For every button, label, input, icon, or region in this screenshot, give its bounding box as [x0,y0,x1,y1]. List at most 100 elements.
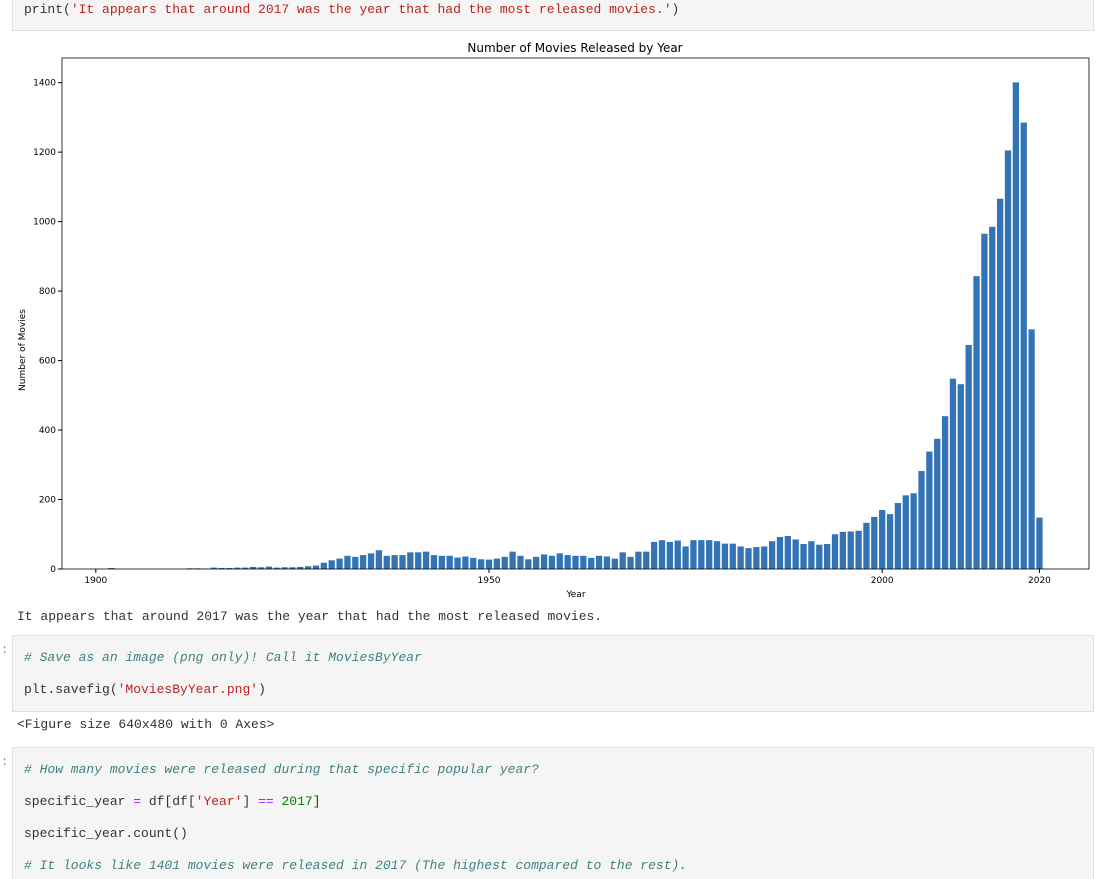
bar [792,539,799,569]
x-tick-label: 1950 [478,576,501,586]
code-token: == [258,794,274,809]
y-tick-label: 0 [50,565,56,575]
bar [926,451,933,569]
bar [297,566,304,569]
bar [965,344,972,569]
bar [218,567,225,569]
bar [210,567,217,569]
bar [941,416,949,569]
code-cell[interactable]: # Save as an image (png only)! Call it M… [12,635,1094,712]
bar [595,555,603,569]
code-line: # It looks like 1401 movies were release… [24,858,687,873]
bar [493,558,501,569]
bar [879,509,886,569]
bar [273,567,280,569]
bar [540,554,548,569]
code-token: plt.savefig( [24,682,118,697]
bar [289,567,296,569]
code-token: # Save as an image (png only)! Call it M… [24,650,422,665]
bar [533,556,540,569]
bar [470,557,477,569]
bar [871,516,878,569]
bar [934,438,941,569]
code-token: 2017 [273,794,313,809]
bar [430,555,438,569]
prompt: : [1,643,9,657]
bar [249,566,257,569]
chart: Number of Movies Released by Year Year N… [18,41,1090,600]
bar [643,551,650,569]
bar [344,555,351,569]
code-token: # How many movies were released during t… [24,762,539,777]
code-token: df[df[ [141,794,196,809]
bar [564,555,571,569]
bar [996,198,1004,569]
bar [336,558,343,569]
bar [611,558,618,569]
bar [446,555,453,569]
x-tick-label: 2000 [871,576,894,586]
bar [257,567,265,569]
code-token: 'It appears that around 2017 was the yea… [70,2,672,17]
bar [454,557,461,569]
bar [391,555,398,569]
bar [847,531,854,569]
bar [509,551,516,569]
bar [737,546,744,569]
bar [863,522,870,569]
bar [949,378,957,569]
bar [304,566,312,569]
code-cell[interactable]: print('It appears that around 2017 was t… [12,0,1094,31]
code-line: plt.savefig('MoviesByYear.png') [24,682,266,697]
bar [816,544,823,569]
bar [312,565,320,569]
chart-title: Number of Movies Released by Year [467,41,682,55]
bar [635,551,642,569]
bar [603,556,611,569]
bar [761,546,768,569]
code-token: ] [312,794,321,809]
bar [399,555,406,569]
prompt: : [1,755,9,769]
code-token: 'Year' [195,794,243,809]
bar [462,556,469,569]
x-tick-label: 2020 [1028,576,1051,586]
code-line: # How many movies were released during t… [24,762,539,777]
output-text: It appears that around 2017 was the year… [17,609,603,624]
bar [108,567,115,569]
bar [619,552,626,569]
bar [485,559,493,569]
bar [674,540,681,569]
code-cell[interactable]: # How many movies were released during t… [12,747,1094,879]
bar [745,548,752,569]
y-axis-label: Number of Movies [18,309,28,391]
bar [627,556,634,569]
bar [886,514,894,569]
bar [690,540,697,569]
bar [320,562,328,569]
bar [1020,122,1027,569]
bar [328,560,335,569]
bar [352,556,359,569]
bar [800,543,807,569]
code-token: = [133,794,142,809]
bar [360,555,367,569]
bar [729,543,736,569]
bar [1036,517,1043,569]
bar [422,551,430,569]
bar [407,552,414,569]
bar [1012,82,1020,570]
bar [721,543,729,569]
code-token: # It looks like 1401 movies were release… [24,858,688,873]
code-token: 'MoviesByYear.png' [117,682,259,697]
bar [383,555,390,569]
y-tick-label: 1200 [33,148,56,158]
code-token: specific_year.count() [24,826,188,841]
bar [776,537,784,569]
bar [808,541,815,569]
code-token: ) [258,682,266,697]
bar [957,384,964,569]
bar [839,531,847,569]
bar [894,502,902,569]
